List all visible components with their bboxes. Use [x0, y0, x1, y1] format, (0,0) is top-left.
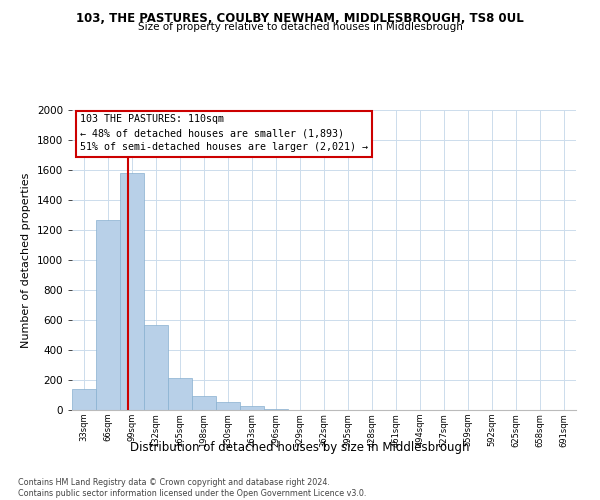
Text: 103, THE PASTURES, COULBY NEWHAM, MIDDLESBROUGH, TS8 0UL: 103, THE PASTURES, COULBY NEWHAM, MIDDLE…: [76, 12, 524, 26]
Bar: [216, 402, 240, 410]
Bar: [264, 409, 288, 410]
Text: Size of property relative to detached houses in Middlesbrough: Size of property relative to detached ho…: [137, 22, 463, 32]
Bar: [96, 220, 120, 410]
Bar: [168, 378, 192, 410]
Bar: [72, 389, 96, 410]
Text: Contains HM Land Registry data © Crown copyright and database right 2024.
Contai: Contains HM Land Registry data © Crown c…: [18, 478, 367, 498]
Bar: [144, 324, 168, 410]
Text: 103 THE PASTURES: 110sqm
← 48% of detached houses are smaller (1,893)
51% of sem: 103 THE PASTURES: 110sqm ← 48% of detach…: [80, 114, 368, 152]
Bar: [192, 396, 216, 410]
Bar: [240, 406, 264, 410]
Y-axis label: Number of detached properties: Number of detached properties: [21, 172, 31, 348]
Bar: [120, 173, 144, 410]
Text: Distribution of detached houses by size in Middlesbrough: Distribution of detached houses by size …: [130, 441, 470, 454]
